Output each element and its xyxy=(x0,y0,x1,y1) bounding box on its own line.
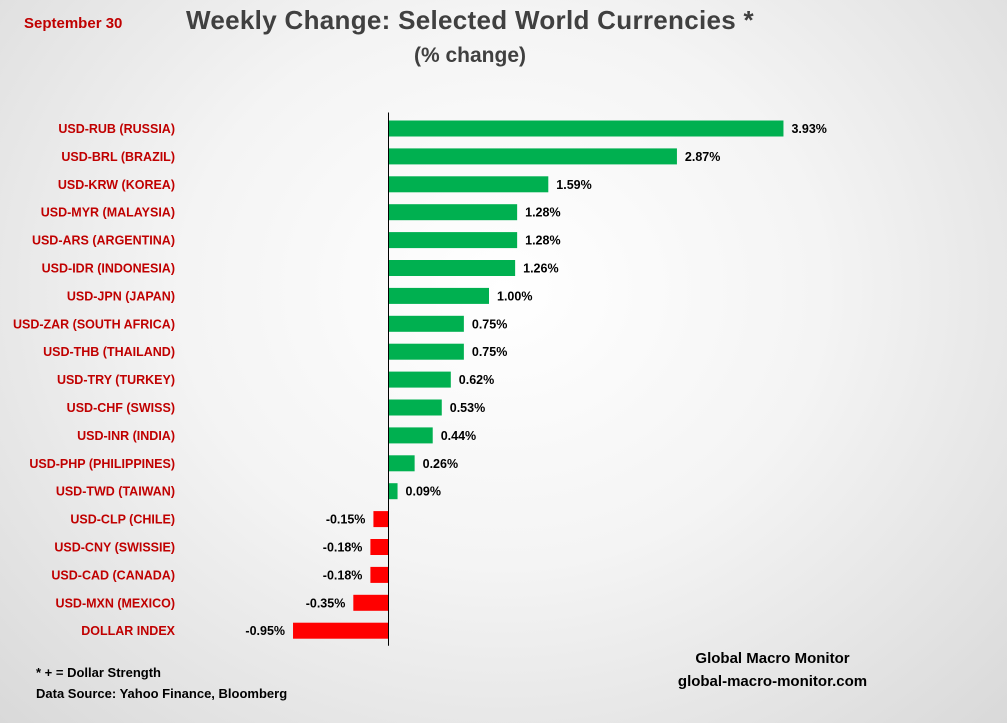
brand-name: Global Macro Monitor xyxy=(695,650,850,667)
data-label: 0.44% xyxy=(441,429,476,443)
data-label: -0.95% xyxy=(245,624,285,638)
category-label: USD-TRY (TURKEY) xyxy=(57,373,175,387)
category-label: USD-THB (THAILAND) xyxy=(43,345,175,359)
bar xyxy=(388,315,464,332)
category-label: DOLLAR INDEX xyxy=(81,624,175,638)
data-label: 0.75% xyxy=(472,345,507,359)
bar xyxy=(388,343,464,360)
category-label: USD-CLP (CHILE) xyxy=(70,513,175,527)
data-label: 0.26% xyxy=(423,457,458,471)
bar xyxy=(388,455,415,472)
data-label: 0.53% xyxy=(450,401,485,415)
data-label: 0.75% xyxy=(472,317,507,331)
category-label: USD-KRW (KOREA) xyxy=(58,178,175,192)
category-label: USD-TWD (TAIWAN) xyxy=(56,485,175,499)
brand-url: global-macro-monitor.com xyxy=(677,673,868,690)
bar xyxy=(353,594,389,611)
data-label: 0.09% xyxy=(406,485,441,499)
category-label: USD-ARS (ARGENTINA) xyxy=(32,234,175,248)
bar xyxy=(388,176,549,193)
data-label: -0.18% xyxy=(323,541,363,555)
category-label: USD-INR (INDIA) xyxy=(77,429,175,443)
chart-subtitle: (% change) xyxy=(413,44,526,67)
category-label: USD-BRL (BRAZIL) xyxy=(61,150,175,164)
bar xyxy=(293,622,389,639)
bar xyxy=(388,399,442,416)
bar xyxy=(373,511,389,528)
data-label: -0.35% xyxy=(306,596,346,610)
category-label: USD-CNY (SWISSIE) xyxy=(54,541,175,555)
data-label: 1.00% xyxy=(497,289,532,303)
bar xyxy=(388,148,677,165)
category-label: USD-JPN (JAPAN) xyxy=(67,289,175,303)
data-label: 0.62% xyxy=(459,373,494,387)
bar xyxy=(388,204,518,221)
data-label: 1.28% xyxy=(525,234,560,248)
category-label: USD-MYR (MALAYSIA) xyxy=(41,206,175,220)
bar xyxy=(388,427,433,444)
data-source-note: Data Source: Yahoo Finance, Bloomberg xyxy=(36,686,288,701)
data-label: 3.93% xyxy=(791,122,826,136)
data-label: -0.15% xyxy=(326,513,366,527)
category-label: USD-MXN (MEXICO) xyxy=(56,596,175,610)
data-label: 1.26% xyxy=(523,262,558,276)
bar xyxy=(388,232,518,249)
bar xyxy=(370,539,389,555)
bar xyxy=(388,120,784,137)
bar xyxy=(388,287,489,304)
bar xyxy=(370,566,389,583)
category-label: USD-IDR (INDONESIA) xyxy=(42,262,175,276)
date-label: September 30 xyxy=(24,15,123,32)
bar xyxy=(388,371,451,388)
bar xyxy=(388,483,398,500)
category-label: USD-PHP (PHILIPPINES) xyxy=(29,457,175,471)
category-label: USD-CAD (CANADA) xyxy=(51,568,175,582)
footnote-dollar-strength: * + = Dollar Strength xyxy=(36,665,161,680)
category-label: USD-CHF (SWISS) xyxy=(67,401,175,415)
category-label: USD-ZAR (SOUTH AFRICA) xyxy=(13,317,175,331)
data-label: 1.28% xyxy=(525,206,560,220)
data-label: -0.18% xyxy=(323,568,363,582)
data-label: 2.87% xyxy=(685,150,720,164)
category-label: USD-RUB (RUSSIA) xyxy=(58,122,175,136)
bar xyxy=(388,260,516,276)
chart-title: Weekly Change: Selected World Currencies… xyxy=(186,5,754,35)
data-label: 1.59% xyxy=(556,178,591,192)
